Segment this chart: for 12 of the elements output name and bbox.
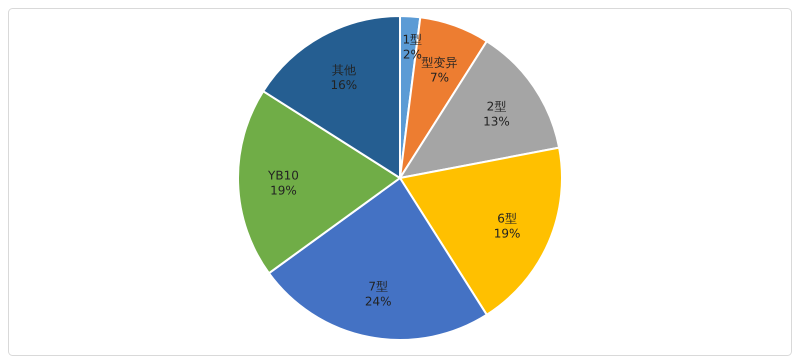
slice-label: 7型	[368, 280, 388, 294]
slice-label: 型变异	[422, 55, 458, 70]
data-label: 13%	[483, 114, 510, 128]
data-label: 16%	[330, 78, 358, 92]
slice-label: YB10	[266, 168, 299, 183]
data-label: 19%	[494, 226, 520, 240]
data-label: 19%	[270, 184, 297, 198]
slice-label: 2型	[486, 99, 506, 114]
data-label: 7%	[430, 70, 450, 84]
data-label: 24%	[364, 294, 392, 309]
slice-label: 其他	[332, 62, 356, 77]
slice-label: 6型	[497, 211, 517, 226]
